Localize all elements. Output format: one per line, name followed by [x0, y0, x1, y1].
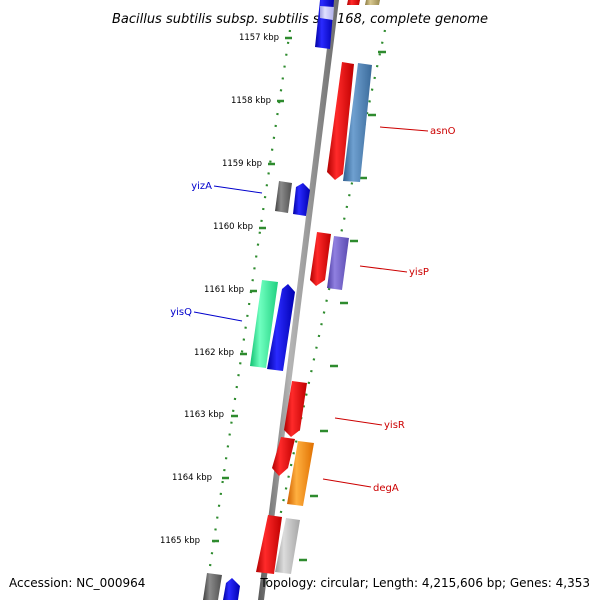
- gene-label-yisQ: yisQ: [170, 307, 192, 318]
- map-title: Bacillus subtilis subsp. subtilis str. 1…: [112, 12, 488, 27]
- tick-label: 1163 kbp: [184, 410, 224, 420]
- gene-arrow: [327, 62, 354, 180]
- gene-arrow: [347, 0, 360, 5]
- gene-arrow: [365, 0, 380, 5]
- tick-label: 1160 kbp: [213, 222, 253, 232]
- forward-genes: [256, 0, 380, 574]
- gene-label-asnO: asnO: [430, 126, 456, 137]
- gene-arrow: [343, 63, 372, 182]
- gene-arrow: [287, 441, 314, 506]
- gene-arrow: [223, 578, 240, 600]
- tick-label: 1158 kbp: [231, 96, 271, 106]
- reverse-genes: [203, 0, 334, 600]
- gene-label-yisP: yisP: [409, 267, 429, 278]
- tick-label: 1162 kbp: [194, 348, 234, 358]
- inner-tick-track: [203, 29, 292, 600]
- kbp-labels: 1157 kbp 1158 kbp 1159 kbp 1160 kbp 1161…: [160, 33, 279, 546]
- gene-arrow: [275, 181, 292, 213]
- callout-line-degA: [322, 478, 372, 488]
- gene-arrow: [275, 518, 300, 574]
- callout-line-yizA: [213, 185, 263, 194]
- gene-callouts: [193, 126, 429, 488]
- tick-label: 1159 kbp: [222, 159, 262, 169]
- gene-arrow: [272, 437, 295, 476]
- tick-label: 1165 kbp: [160, 536, 200, 546]
- gene-label-degA: degA: [373, 483, 399, 494]
- callout-line-yisR: [334, 417, 383, 426]
- gene-arrow: [203, 573, 222, 600]
- accession-text: Accession: NC_000964: [9, 576, 145, 590]
- gene-arrow: [320, 6, 334, 20]
- gene-arrow: [256, 515, 282, 574]
- gene-arrow: [327, 236, 349, 290]
- gene-arrow: [310, 232, 331, 286]
- tick-label: 1157 kbp: [239, 33, 279, 43]
- callout-line-yisQ: [193, 311, 243, 322]
- gene-label-yisR: yisR: [384, 420, 405, 431]
- gene-arrow: [284, 381, 307, 437]
- gene-arrow: [293, 183, 310, 216]
- gene-labels: asnO yizA yisP yisQ yisR degA: [170, 126, 455, 494]
- gene-arrow: [250, 280, 278, 368]
- callout-line-yisP: [359, 265, 408, 273]
- tick-label: 1161 kbp: [204, 285, 244, 295]
- genome-summary: Topology: circular; Length: 4,215,606 bp…: [259, 576, 590, 590]
- callout-line-asnO: [379, 126, 429, 132]
- gene-label-yizA: yizA: [191, 181, 212, 192]
- inner-major-ticks: [212, 36, 292, 543]
- tick-label: 1164 kbp: [172, 473, 212, 483]
- gene-arrow: [267, 284, 295, 371]
